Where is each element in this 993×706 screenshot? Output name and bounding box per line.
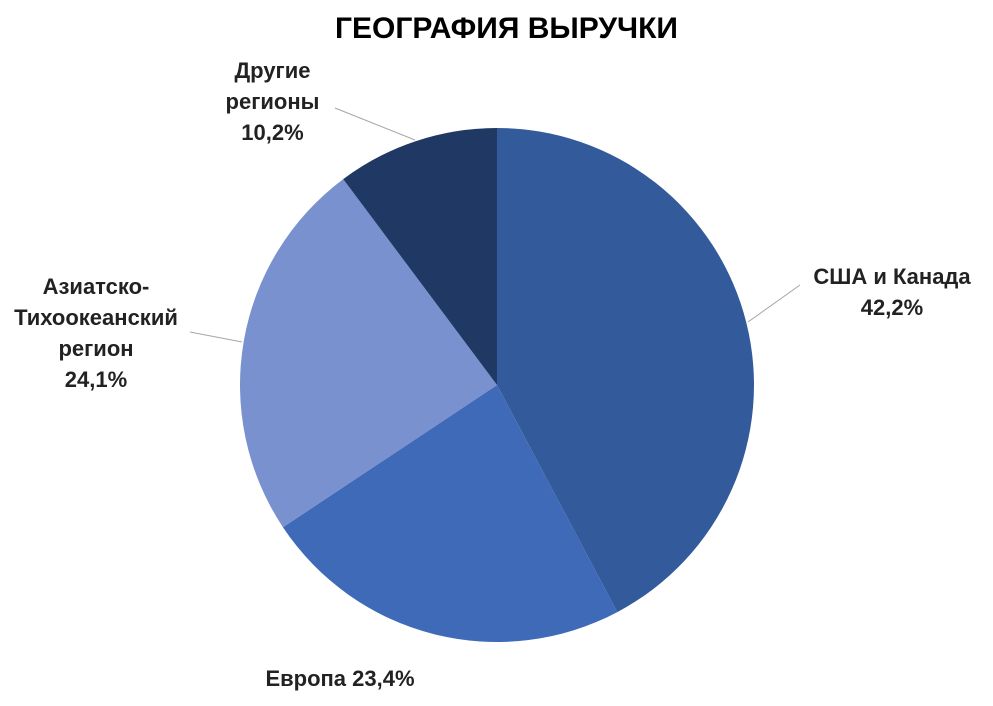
value-label: 10,2%	[241, 120, 304, 145]
pie-slice	[343, 128, 497, 385]
category-label: США и Канада	[813, 264, 971, 289]
data-label: Азиатско-Тихоокеанский регион 24,1%	[5, 271, 187, 395]
value-label: 24,1%	[64, 367, 128, 392]
data-label: США и Канада 42,2%	[792, 261, 992, 323]
pie-slice	[282, 385, 618, 642]
data-label: Европа 23,4%	[240, 663, 440, 694]
data-label: Другие регионы 10,2%	[205, 55, 340, 148]
category-label: Азиатско-Тихоокеанский регион	[14, 274, 178, 361]
pie-slice	[497, 128, 754, 613]
leader-line	[334, 107, 416, 141]
chart-title: ГЕОГРАФИЯ ВЫРУЧКИ	[335, 12, 678, 45]
category-label: Европа	[265, 666, 347, 691]
value-label: 42,2%	[860, 295, 924, 320]
leader-line	[189, 331, 243, 343]
leader-line	[747, 284, 801, 323]
category-label: Другие регионы	[225, 58, 320, 114]
value-label: 23,4%	[352, 666, 415, 691]
pie-slice	[240, 179, 497, 528]
